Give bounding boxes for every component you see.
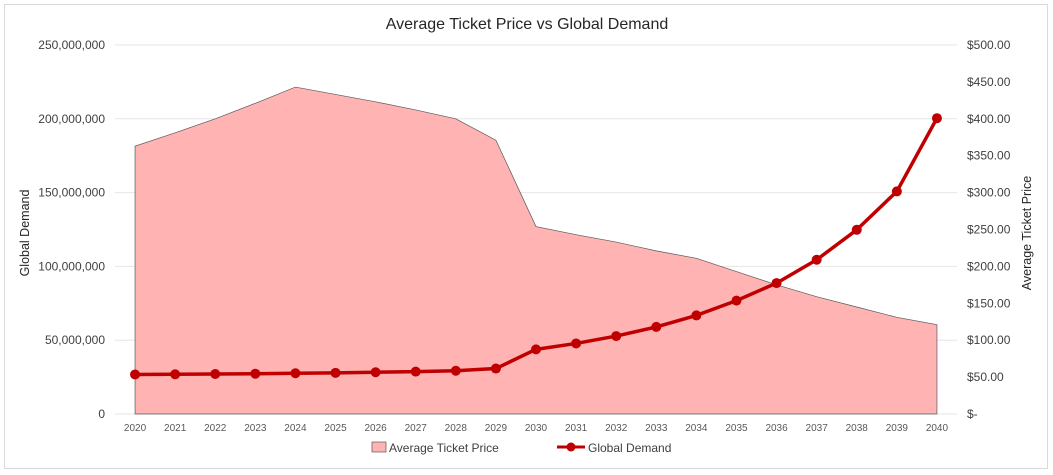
x-tick-label: 2026 — [364, 423, 387, 434]
right-tick-label: $150.00 — [967, 296, 1011, 310]
legend-marker-global-demand — [566, 442, 576, 452]
legend: Average Ticket Price Global Demand — [371, 441, 671, 455]
x-tick-label: 2032 — [605, 423, 628, 434]
point-global-demand-2030 — [531, 344, 541, 355]
chart-title: Average Ticket Price vs Global Demand — [386, 16, 669, 33]
left-tick-label: 200,000,000 — [38, 112, 105, 126]
left-axis-ticks: 0 50,000,000 100,000,000 150,000,000 200,000… — [38, 38, 105, 421]
x-tick-label: 2033 — [645, 423, 668, 434]
x-tick-label: 2039 — [886, 423, 909, 434]
x-tick-label: 2027 — [405, 423, 428, 434]
legend-swatch-average-ticket-price — [371, 441, 387, 453]
point-global-demand-2022 — [210, 369, 221, 380]
right-tick-label: $100.00 — [967, 333, 1011, 347]
point-global-demand-2021 — [170, 369, 181, 380]
x-tick-label: 2024 — [284, 423, 307, 434]
point-global-demand-2035 — [731, 295, 742, 306]
point-global-demand-2033 — [651, 321, 662, 332]
area-series-layer — [134, 86, 938, 415]
chart-frame: Average Ticket Price vs Global Demand 0 5… — [4, 4, 1048, 469]
legend-label-average-ticket-price: Average Ticket Price — [389, 441, 499, 455]
point-global-demand-2032 — [611, 331, 622, 342]
area-average-ticket-price — [134, 86, 938, 415]
point-global-demand-2038 — [851, 224, 862, 235]
right-axis-title: Average Ticket Price — [1020, 176, 1034, 290]
right-axis-ticks: $- $50.00 $100.00 $150.00 $200.00 $250.00 $300… — [967, 38, 1011, 421]
point-global-demand-2024 — [290, 368, 301, 379]
x-tick-label: 2023 — [244, 423, 267, 434]
x-axis-ticks: 2020 2021 2022 2023 2024 2025 2026 2027 2028 2029… — [124, 423, 949, 434]
right-tick-label: $400.00 — [967, 112, 1011, 126]
x-tick-label: 2031 — [565, 423, 588, 434]
left-tick-label: 250,000,000 — [38, 38, 105, 52]
x-tick-label: 2030 — [525, 423, 548, 434]
right-tick-label: $- — [967, 407, 978, 421]
x-tick-label: 2034 — [685, 423, 708, 434]
point-global-demand-2034 — [691, 310, 702, 321]
x-tick-label: 2022 — [204, 423, 227, 434]
x-tick-label: 2028 — [445, 423, 468, 434]
left-axis-title: Global Demand — [18, 190, 32, 277]
x-tick-label: 2020 — [124, 423, 147, 434]
point-global-demand-2026 — [370, 367, 381, 378]
right-tick-label: $450.00 — [967, 75, 1011, 89]
line-series-layer — [130, 113, 942, 380]
right-tick-label: $250.00 — [967, 223, 1011, 237]
x-tick-label: 2029 — [485, 423, 508, 434]
point-global-demand-2029 — [490, 363, 501, 374]
x-tick-label: 2021 — [164, 423, 187, 434]
left-tick-label: 50,000,000 — [45, 333, 105, 347]
legend-label-global-demand: Global Demand — [588, 441, 671, 455]
combo-chart: Average Ticket Price vs Global Demand 0 5… — [18, 16, 1034, 455]
point-global-demand-2039 — [891, 186, 902, 197]
x-tick-label: 2040 — [926, 423, 949, 434]
x-tick-label: 2036 — [765, 423, 788, 434]
point-global-demand-2025 — [330, 367, 341, 378]
right-tick-label: $500.00 — [967, 38, 1011, 52]
right-tick-label: $350.00 — [967, 149, 1011, 163]
point-global-demand-2037 — [811, 254, 822, 265]
left-tick-label: 150,000,000 — [38, 186, 105, 200]
point-global-demand-2036 — [771, 278, 782, 289]
x-tick-label: 2035 — [725, 423, 748, 434]
x-tick-label: 2037 — [806, 423, 829, 434]
left-tick-label: 0 — [98, 407, 105, 421]
left-tick-label: 100,000,000 — [38, 259, 105, 273]
point-global-demand-2020 — [130, 369, 141, 380]
right-tick-label: $300.00 — [967, 186, 1011, 200]
point-global-demand-2023 — [250, 368, 261, 379]
right-tick-label: $200.00 — [967, 259, 1011, 273]
x-tick-label: 2025 — [324, 423, 347, 434]
point-global-demand-2031 — [571, 338, 582, 349]
right-tick-label: $50.00 — [967, 370, 1004, 384]
point-global-demand-2027 — [410, 366, 421, 377]
point-global-demand-2028 — [450, 365, 461, 376]
point-global-demand-2040 — [931, 113, 942, 124]
x-tick-label: 2038 — [846, 423, 869, 434]
